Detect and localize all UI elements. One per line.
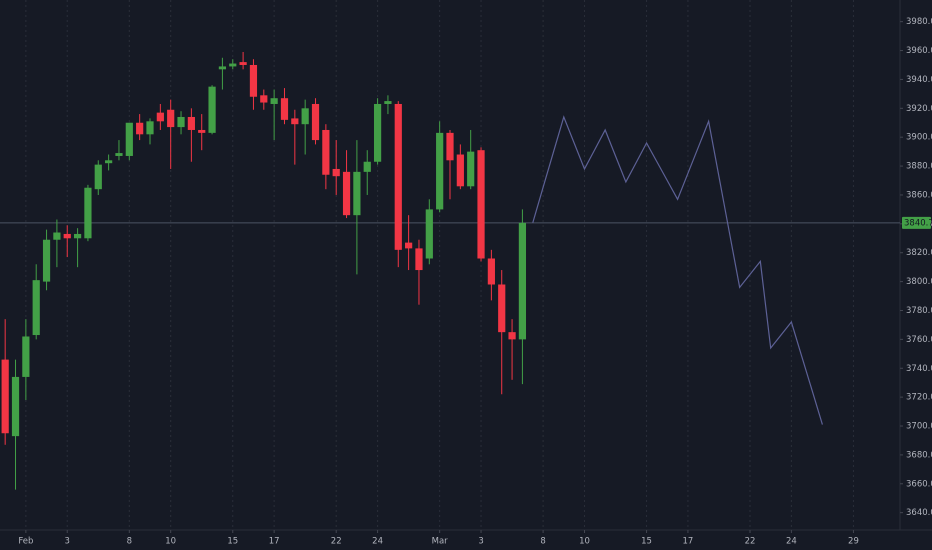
x-tick-label: 22 bbox=[745, 537, 756, 547]
candle-body bbox=[198, 129, 206, 133]
x-tick-label: Feb bbox=[18, 537, 33, 547]
candle-body bbox=[301, 108, 309, 125]
x-tick-label: 15 bbox=[227, 537, 238, 547]
candle-body bbox=[270, 98, 278, 104]
candle-body bbox=[467, 151, 475, 187]
candle-body bbox=[260, 95, 268, 103]
candle-body bbox=[229, 63, 237, 67]
candle-body bbox=[508, 332, 516, 340]
y-tick-label: 3820.00 bbox=[906, 248, 932, 258]
x-tick-label: 17 bbox=[683, 537, 694, 547]
candle-body bbox=[42, 239, 51, 282]
candle-body bbox=[415, 248, 423, 271]
x-tick-label: 8 bbox=[127, 537, 132, 547]
candle-body bbox=[156, 112, 164, 122]
candle-body bbox=[63, 233, 71, 239]
candle-body bbox=[311, 103, 320, 141]
candle-body bbox=[477, 150, 485, 259]
candle-body bbox=[84, 187, 92, 239]
candle-body bbox=[322, 129, 330, 175]
candle-body bbox=[498, 284, 506, 333]
y-tick-label: 3720.00 bbox=[906, 393, 932, 403]
candle-body bbox=[167, 109, 175, 128]
candle-body bbox=[518, 222, 527, 340]
x-tick-label: Mar bbox=[432, 537, 449, 547]
candle-body bbox=[1, 359, 9, 434]
y-tick-label: 3640.00 bbox=[906, 508, 932, 518]
x-tick-label: 24 bbox=[786, 537, 797, 547]
candle-body bbox=[146, 121, 154, 135]
x-tick-label: 15 bbox=[641, 537, 652, 547]
candle-body bbox=[187, 116, 195, 130]
price-label: 3840.70 bbox=[904, 218, 932, 228]
y-tick-label: 3760.00 bbox=[906, 335, 932, 345]
candle-body bbox=[394, 103, 402, 250]
y-tick-label: 3680.00 bbox=[906, 450, 932, 460]
candle-body bbox=[425, 209, 433, 259]
x-tick-label: 3 bbox=[65, 537, 70, 547]
candle-body bbox=[105, 160, 113, 164]
x-tick-label: 8 bbox=[540, 537, 545, 547]
x-tick-label: 29 bbox=[848, 537, 859, 547]
x-tick-label: 22 bbox=[331, 537, 342, 547]
candle-body bbox=[353, 171, 361, 216]
candle-body bbox=[487, 258, 495, 285]
x-tick-label: 24 bbox=[372, 537, 383, 547]
x-tick-label: 17 bbox=[269, 537, 280, 547]
y-tick-label: 3780.00 bbox=[906, 306, 932, 316]
candle-body bbox=[363, 161, 371, 172]
candle-body bbox=[115, 153, 123, 156]
candle-body bbox=[53, 232, 61, 240]
candle-body bbox=[342, 171, 351, 216]
candle-body bbox=[446, 132, 454, 161]
projection-line bbox=[532, 115, 823, 425]
x-tick-label: 3 bbox=[478, 537, 483, 547]
y-tick-label: 3920.00 bbox=[906, 104, 932, 114]
candle-body bbox=[22, 336, 30, 377]
x-tick-label: 10 bbox=[579, 537, 590, 547]
y-tick-label: 3980.00 bbox=[906, 17, 932, 27]
candle-body bbox=[94, 164, 102, 190]
candle-body bbox=[73, 233, 82, 239]
candle-body bbox=[280, 98, 289, 120]
candle-body bbox=[125, 122, 133, 156]
candle-body bbox=[249, 64, 258, 97]
y-tick-label: 3880.00 bbox=[906, 162, 932, 172]
y-tick-label: 3800.00 bbox=[906, 277, 932, 287]
y-tick-label: 3700.00 bbox=[906, 422, 932, 432]
candle-body bbox=[291, 118, 299, 125]
y-tick-label: 3860.00 bbox=[906, 190, 932, 200]
y-tick-label: 3900.00 bbox=[906, 133, 932, 143]
x-tick-label: 10 bbox=[165, 537, 176, 547]
candle-body bbox=[436, 132, 444, 210]
candle-body bbox=[32, 280, 40, 336]
y-tick-label: 3660.00 bbox=[906, 479, 932, 489]
candle-body bbox=[405, 242, 413, 249]
candle-body bbox=[11, 376, 20, 437]
candle-body bbox=[384, 101, 392, 104]
candle-body bbox=[218, 66, 227, 70]
candle-body bbox=[373, 103, 382, 162]
candle-body bbox=[177, 116, 185, 128]
price-label-box bbox=[902, 216, 931, 229]
candle-body bbox=[136, 122, 144, 135]
y-tick-label: 3960.00 bbox=[906, 46, 932, 56]
y-tick-label: 3940.00 bbox=[906, 75, 932, 85]
candle-body bbox=[456, 154, 464, 187]
candle-body bbox=[239, 62, 247, 65]
candle-body bbox=[208, 86, 216, 133]
y-tick-label: 3740.00 bbox=[906, 364, 932, 374]
candle-body bbox=[332, 168, 340, 177]
